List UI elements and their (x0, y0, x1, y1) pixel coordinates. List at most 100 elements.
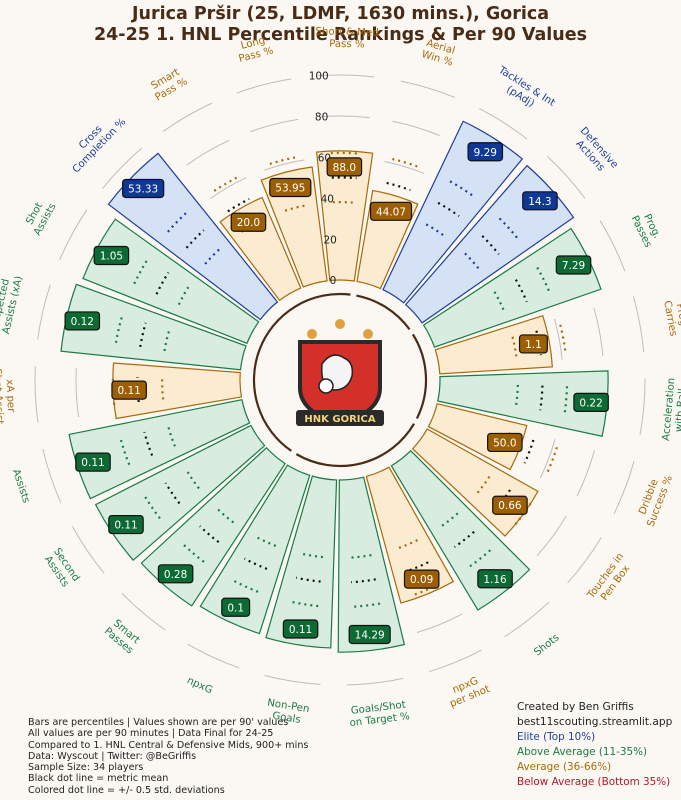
legend-above-average: Above Average (11-35%) (517, 746, 648, 758)
metric-label: Tackles & Int(pAdj) (489, 64, 557, 119)
reference-dot-line (514, 384, 519, 407)
grid-arc (576, 450, 595, 497)
grid-arc (384, 160, 425, 174)
value-box (518, 334, 548, 354)
group-separator-arc (411, 333, 428, 419)
crest-banner (296, 410, 384, 426)
reference-dot-line (396, 539, 418, 550)
percentile-bar (382, 120, 524, 304)
percentile-bar (434, 314, 553, 375)
metric-label: AerialWin % (420, 37, 458, 68)
value-box (492, 495, 528, 515)
metric-label: Assists (10, 468, 31, 505)
metric-label: Accelerationwith Ball (661, 377, 681, 442)
metric-label: SmartPasses (102, 617, 143, 657)
reference-dot-line (284, 204, 307, 212)
value-box (555, 255, 592, 275)
value-label: 1.05 (100, 251, 123, 263)
reference-dot-line (133, 258, 149, 285)
metric-label: DefensiveActions (569, 125, 620, 178)
value-box (93, 245, 130, 266)
reference-dot-line (437, 201, 460, 218)
grid-arc (504, 601, 550, 638)
reference-dot-line (464, 252, 481, 271)
reference-dot-line (453, 530, 475, 548)
reference-dot-line (213, 176, 239, 192)
metric-label: SmartPass % (147, 66, 189, 104)
crest-name: HNK GORICA (304, 414, 375, 425)
value-label: 0.12 (71, 316, 94, 328)
reference-dot-line (204, 247, 222, 265)
percentile-bar (60, 283, 247, 371)
grid-arc (400, 80, 456, 98)
reference-dot-line (539, 385, 544, 411)
grid-arc (250, 118, 299, 133)
reference-dot-line (536, 266, 551, 293)
metric-label: Prog.Passes (629, 209, 665, 250)
reference-dot-line (139, 322, 147, 348)
reference-dot-line (143, 431, 154, 456)
crest-star-icon (363, 329, 373, 339)
grid-arc (187, 643, 240, 669)
percentile-bar (265, 475, 338, 649)
grid-arc (42, 448, 62, 503)
reference-dot-line (475, 476, 491, 495)
metric-label: npxGper shot (444, 673, 492, 710)
grid-arc (121, 592, 166, 631)
footnote-line: All values are per 90 minutes | Data Fin… (28, 728, 274, 740)
chart-title-line1: Jurica Pršir (25, LDMF, 1630 mins.), Gor… (131, 4, 550, 24)
value-box (122, 178, 165, 199)
radial-tick-label: 100 (309, 71, 329, 83)
grid-arc (162, 102, 213, 132)
reference-dot-line (185, 229, 205, 249)
radial-tick-label: 80 (315, 112, 328, 124)
grid-arc (34, 366, 39, 423)
grid-arc (639, 378, 646, 436)
reference-dot-line (392, 157, 420, 169)
metric-label: npxG (185, 675, 214, 696)
grid-arc (632, 296, 645, 353)
percentile-bar (365, 466, 455, 604)
reference-dot-line (143, 494, 161, 520)
grid-arc (347, 677, 404, 686)
credit-block: Created by Ben Griffis best11scouting.st… (517, 700, 672, 790)
radial-tick-label: 0 (330, 275, 337, 287)
group-separator-arc (295, 423, 415, 468)
reference-dot-line (511, 336, 518, 359)
crest-star-icon (335, 319, 345, 329)
grid-arc (75, 368, 80, 418)
value-label: 88.0 (333, 162, 356, 174)
reference-dot-line (493, 291, 506, 312)
grid-arc (102, 147, 143, 189)
reference-dot-line (114, 315, 124, 344)
value-box (75, 452, 111, 472)
reference-dot-line (351, 578, 376, 584)
value-label: 0.11 (114, 520, 137, 532)
value-box (326, 157, 363, 177)
grid-arc (186, 139, 230, 166)
reference-dot-line (498, 217, 519, 240)
value-label: 44.07 (376, 206, 406, 218)
group-separator-arc (356, 294, 411, 331)
chart-title-line2: 24-25 1. HNL Percentile Rankings & Per 9… (93, 25, 588, 45)
value-label: 0.11 (117, 385, 140, 397)
reference-dot-line (425, 223, 446, 237)
value-label: 0.28 (164, 569, 187, 581)
metric-label: Prog.Carries (661, 298, 681, 338)
metric-label: Goals/Shoton Target % (348, 699, 411, 729)
footnotes: Bars are percentiles | Values shown are … (28, 717, 308, 796)
reference-dot-line (182, 543, 205, 563)
value-label: 0.09 (410, 574, 433, 586)
percentile-bar (337, 476, 406, 653)
reference-dot-line (232, 579, 259, 593)
reference-dot-line (163, 329, 171, 352)
legend-below-average: Below Average (Bottom 35%) (517, 776, 671, 788)
reference-dot-line (330, 151, 359, 155)
club-crest: HNK GORICA (296, 319, 384, 427)
value-label: 0.1 (227, 602, 244, 614)
grid-arc (392, 120, 440, 136)
value-label: 0.22 (579, 397, 602, 409)
grid-arc (567, 537, 602, 584)
value-box (111, 380, 147, 400)
metric-label: Touches inPen Box (585, 551, 636, 608)
